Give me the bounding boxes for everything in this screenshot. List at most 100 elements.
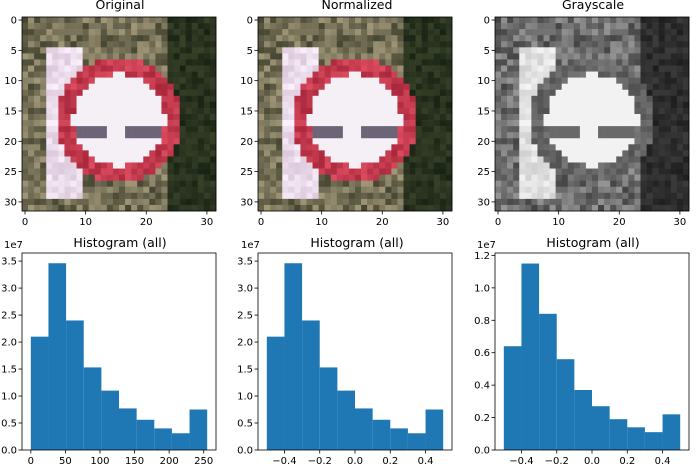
pixel	[519, 23, 526, 30]
pixel	[379, 89, 386, 97]
pixel	[324, 53, 332, 60]
pixel	[276, 156, 283, 163]
pixel	[385, 59, 392, 66]
pixel	[561, 156, 569, 163]
pixel	[137, 144, 144, 151]
pixel	[513, 101, 520, 109]
pixel	[555, 89, 562, 97]
pixel	[628, 23, 635, 30]
pixel	[294, 95, 301, 103]
pixel	[397, 89, 404, 97]
pixel	[76, 65, 83, 72]
pixel	[567, 41, 575, 48]
pixel	[88, 198, 96, 206]
pixel	[525, 186, 532, 194]
pixel	[100, 17, 108, 24]
pixel	[306, 29, 313, 36]
pixel	[610, 83, 617, 91]
y-tick-label: 0.8	[474, 316, 490, 327]
pixel	[421, 101, 429, 109]
pixel	[125, 198, 132, 206]
pixel	[555, 101, 562, 109]
pixel	[585, 204, 593, 212]
pixel	[167, 120, 174, 127]
pixel-grid	[22, 17, 217, 212]
pixel	[185, 198, 193, 206]
pixel	[385, 83, 392, 91]
pixel	[445, 180, 453, 188]
pixel	[209, 17, 217, 24]
pixel	[276, 114, 283, 121]
pixel	[610, 107, 617, 115]
pixel	[421, 65, 429, 72]
pixel	[155, 89, 162, 97]
pixel	[70, 17, 77, 24]
pixel	[88, 114, 96, 121]
pixel	[112, 168, 120, 175]
pixel	[598, 83, 605, 91]
pixel	[604, 204, 611, 212]
pixel	[342, 95, 350, 103]
pixel	[131, 114, 138, 121]
pixel	[622, 29, 629, 36]
pixel	[167, 144, 174, 151]
pixel	[439, 114, 447, 121]
pixel	[306, 23, 313, 30]
pixel	[555, 95, 562, 103]
pixel	[573, 138, 581, 145]
pixel	[640, 144, 647, 151]
pixel	[330, 192, 338, 200]
histogram-bar	[101, 390, 119, 450]
pixel	[119, 53, 126, 60]
pixel	[610, 132, 617, 139]
pixel	[185, 132, 193, 139]
pixel	[549, 204, 556, 212]
pixel	[397, 150, 404, 157]
pixel	[355, 198, 362, 206]
pixel	[379, 23, 386, 30]
pixel	[137, 41, 144, 48]
pixel	[549, 89, 556, 97]
pixel	[52, 23, 59, 30]
pixel	[592, 71, 599, 78]
pixel	[439, 77, 447, 84]
pixel	[137, 35, 144, 42]
pixel	[555, 77, 562, 84]
pixel	[409, 174, 416, 181]
pixel	[191, 89, 199, 97]
pixel	[197, 168, 205, 175]
pixel	[531, 186, 538, 194]
pixel	[179, 126, 186, 133]
pixel	[640, 41, 647, 48]
pixel	[658, 59, 666, 66]
pixel	[312, 17, 319, 24]
pixel	[403, 59, 410, 66]
pixel	[585, 126, 593, 133]
pixel	[22, 29, 29, 36]
pixel	[161, 198, 168, 206]
pixel	[64, 101, 71, 109]
pixel	[598, 47, 605, 54]
pixel	[640, 83, 647, 91]
pixel	[385, 168, 392, 175]
pixel	[379, 144, 386, 151]
pixel	[676, 95, 684, 103]
pixel	[82, 17, 89, 24]
pixel	[324, 83, 332, 91]
pixel	[543, 83, 550, 91]
pixel	[348, 180, 356, 188]
pixel	[610, 168, 617, 175]
pixel	[270, 114, 277, 121]
pixel	[373, 83, 380, 91]
pixel	[112, 53, 120, 60]
pixel	[646, 59, 653, 66]
pixel	[203, 126, 211, 133]
pixel	[676, 23, 684, 30]
pixel	[628, 77, 635, 84]
pixel	[312, 59, 319, 66]
pixel	[336, 29, 344, 36]
histogram-bar	[425, 409, 444, 450]
pixel	[561, 71, 569, 78]
pixel	[640, 186, 647, 194]
pixel	[64, 174, 71, 181]
